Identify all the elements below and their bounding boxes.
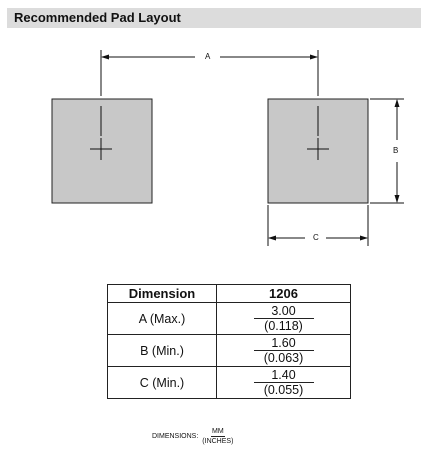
value-inches: (0.118) <box>264 319 303 333</box>
units-denominator: (INCHES) <box>202 438 234 445</box>
table-row: B (Min.) 1.60 (0.063) <box>107 334 351 367</box>
table-header-size: 1206 <box>216 284 351 303</box>
row-label: B (Min.) <box>107 334 217 367</box>
units-numerator: MM <box>211 428 225 437</box>
row-value: 1.40 (0.055) <box>216 366 351 399</box>
footnote-prefix: DIMENSIONS: <box>152 433 199 440</box>
dimension-a <box>100 50 319 96</box>
row-label: A (Max.) <box>107 302 217 335</box>
pad-layout-diagram <box>51 50 404 246</box>
dimensions-table: Dimension 1206 A (Max.) 3.00 (0.118) B (… <box>107 284 351 399</box>
row-label: C (Min.) <box>107 366 217 399</box>
left-pad <box>51 98 153 204</box>
dimension-c <box>267 205 369 246</box>
value-mm: 1.60 <box>253 336 314 351</box>
row-value: 3.00 (0.118) <box>216 302 351 335</box>
units-fraction: MM (INCHES) <box>202 427 233 446</box>
table-header-dimension: Dimension <box>107 284 217 303</box>
dimension-c-label: C <box>311 233 321 243</box>
dimension-a-label: A <box>203 52 213 62</box>
table-row: C (Min.) 1.40 (0.055) <box>107 366 351 399</box>
value-mm: 1.40 <box>253 368 314 383</box>
value-mm: 3.00 <box>253 304 314 319</box>
left-center-mark <box>90 106 112 160</box>
section-header: Recommended Pad Layout <box>7 8 421 28</box>
dimension-b-label: B <box>391 146 401 156</box>
row-value: 1.60 (0.063) <box>216 334 351 367</box>
dimensions-footnote: DIMENSIONS: MM (INCHES) <box>152 427 233 446</box>
table-header-row: Dimension 1206 <box>107 284 351 303</box>
dimension-b <box>370 98 404 204</box>
section-title: Recommended Pad Layout <box>14 10 181 25</box>
value-inches: (0.055) <box>263 383 304 397</box>
value-inches: (0.063) <box>263 351 304 365</box>
table-row: A (Max.) 3.00 (0.118) <box>107 302 351 335</box>
right-center-mark <box>307 106 329 160</box>
